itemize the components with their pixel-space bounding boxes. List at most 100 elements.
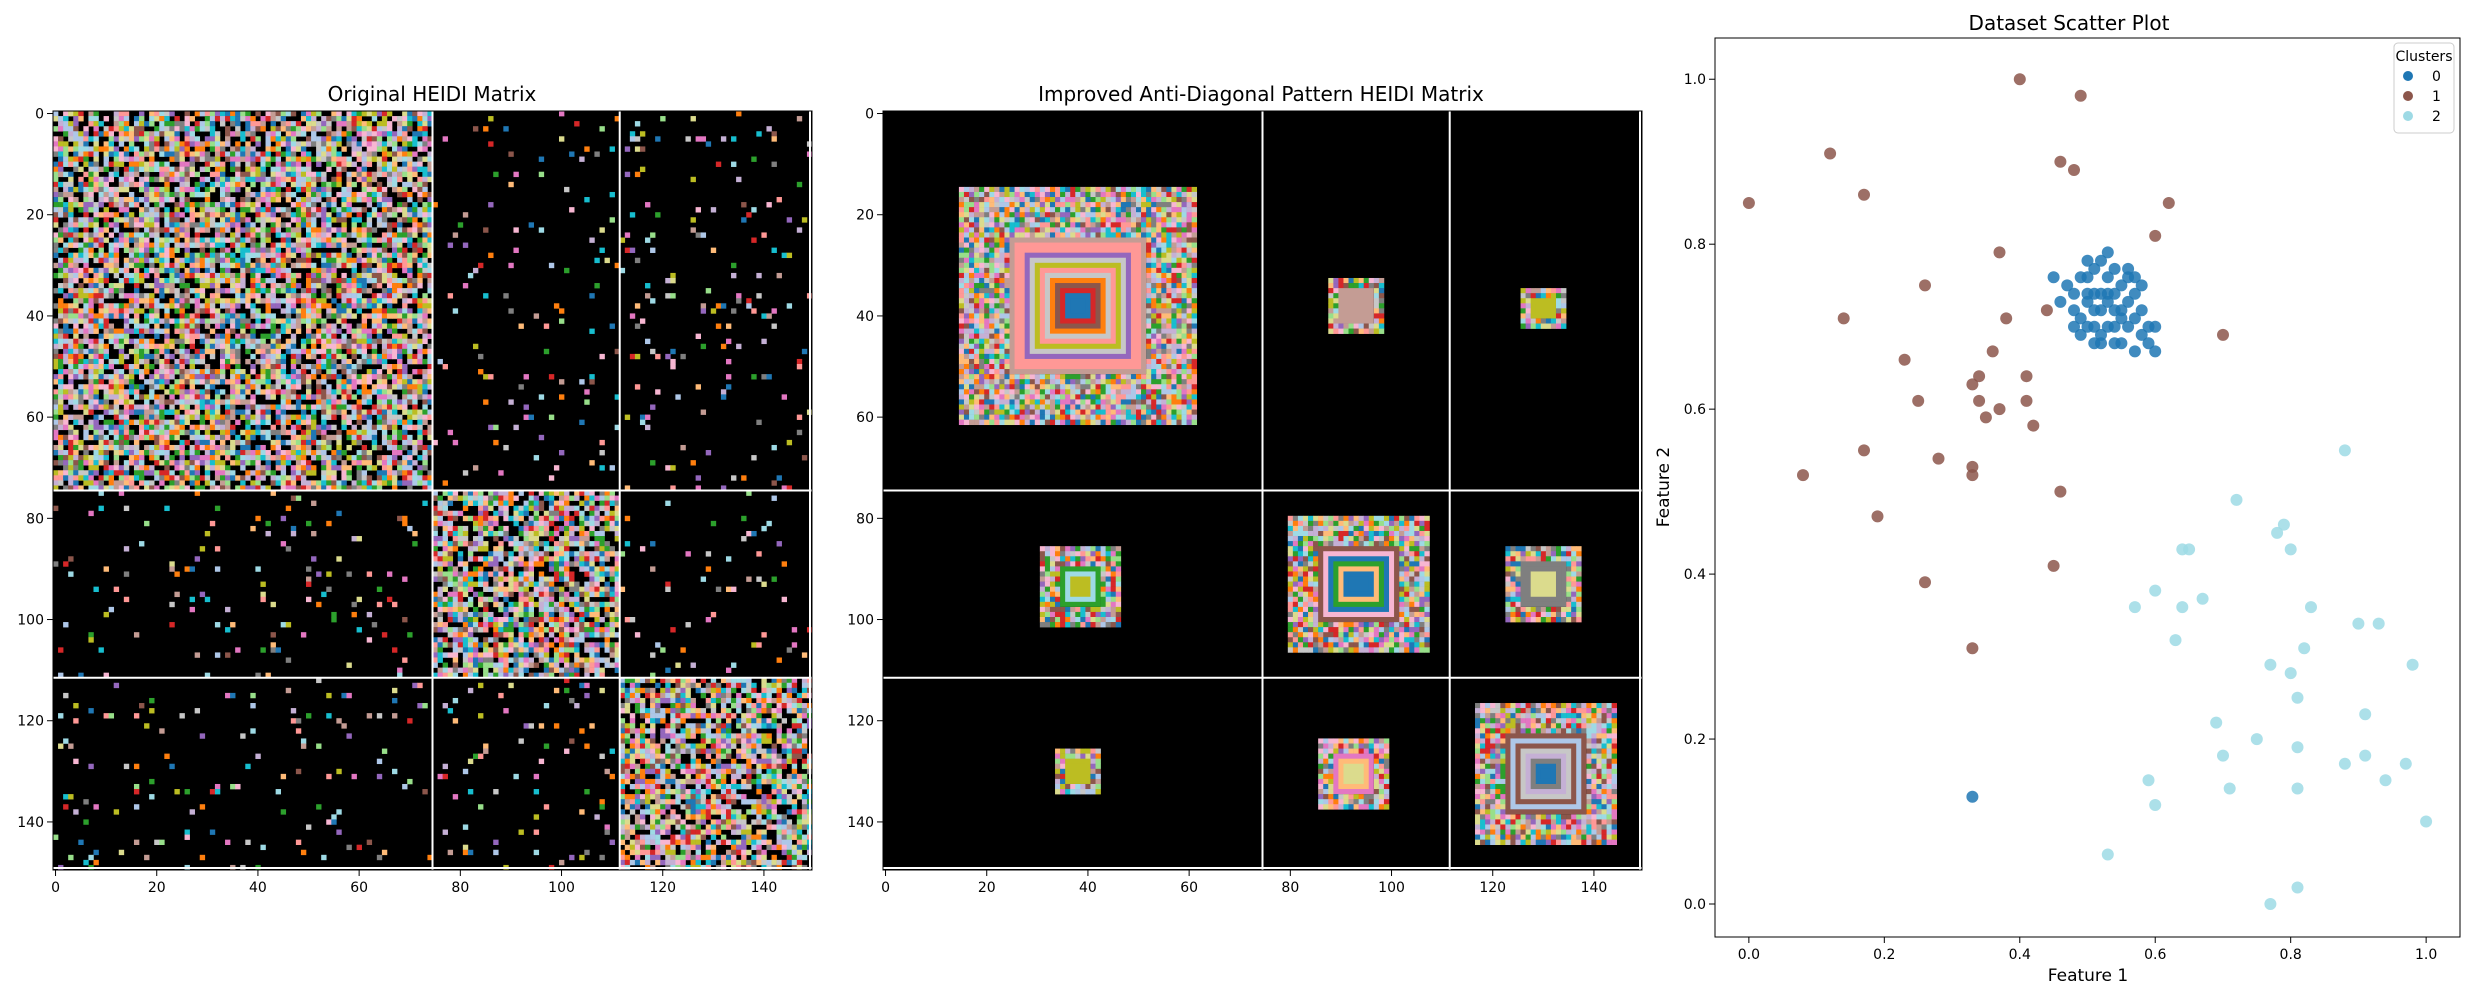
heatmap-cell (285, 257, 292, 264)
heatmap-cell (366, 409, 373, 415)
heatmap-cell (260, 374, 266, 380)
heatmap-cell (346, 202, 352, 208)
heatmap-cell (225, 419, 231, 426)
heatmap-cell (346, 303, 352, 309)
heatmap-cell (361, 136, 368, 142)
heatmap-cell (164, 121, 170, 127)
heatmap-cell (300, 171, 307, 178)
heatmap-cell (265, 186, 271, 193)
heatmap-cell (78, 455, 84, 461)
heatmap-cell (306, 252, 312, 259)
heatmap-cell (128, 369, 135, 375)
heatmap-cell (63, 232, 69, 238)
heatmap-cell (336, 176, 342, 183)
heatmap-cell (376, 358, 383, 365)
heatmap-cell (422, 298, 428, 304)
heatmap-cell (584, 520, 590, 527)
heatmap-cell (422, 207, 428, 213)
heatmap-cell (478, 530, 484, 537)
heatmap-cell (761, 374, 767, 380)
heatmap-cell (356, 460, 362, 466)
heatmap-cell (250, 404, 256, 410)
heatmap-cell (650, 247, 656, 253)
heatmap-cell (503, 536, 509, 542)
heatmap-cell (204, 333, 211, 339)
heatmap-cell (326, 485, 332, 491)
heatmap-cell (103, 141, 109, 147)
heatmap-cell (381, 409, 388, 415)
heatmap-cell (255, 485, 261, 491)
heatmap-cell (93, 222, 99, 228)
heatmap-cell (235, 460, 241, 466)
heatmap-cell (113, 222, 120, 228)
heatmap-cell (483, 495, 489, 501)
heatmap-cell (230, 121, 236, 127)
heatmap-cell (280, 404, 287, 410)
heatmap-cell (250, 419, 256, 426)
heatmap-cell (478, 525, 484, 532)
heatmap-cell (356, 323, 362, 329)
heatmap-cell (275, 444, 281, 451)
heatmap-cell (123, 272, 130, 279)
heatmap-cell (58, 191, 64, 198)
heatmap-cell (154, 191, 160, 198)
heatmap-cell (260, 343, 266, 350)
heatmap-cell (311, 293, 317, 299)
heatmap-cell (128, 374, 135, 380)
heatmap-cell (164, 171, 170, 178)
heatmap-cell (209, 267, 216, 274)
heatmap-cell (149, 338, 155, 345)
heatmap-cell (53, 262, 59, 269)
heatmap-cell (407, 419, 413, 426)
heatmap-cell (599, 247, 605, 253)
heatmap-cell (118, 116, 125, 122)
heatmap-cell (88, 222, 94, 228)
heatmap-cell (351, 409, 357, 415)
heatmap-cell (731, 262, 737, 269)
heatmap-cell (720, 394, 727, 400)
heatmap-cell (397, 480, 403, 486)
heatmap-cell (386, 399, 393, 405)
heatmap-cell (290, 217, 297, 223)
heatmap-cell (376, 217, 383, 223)
heatmap-cell (386, 207, 393, 213)
heatmap-cell (533, 495, 540, 501)
heatmap-cell (407, 475, 413, 481)
heatmap-cell (300, 439, 307, 446)
heatmap-cell (488, 141, 494, 147)
heatmap-cell (285, 404, 292, 410)
heatmap-cell (290, 444, 297, 451)
heatmap-cell (336, 116, 342, 122)
heatmap-cell (58, 116, 64, 122)
heatmap-cell (392, 232, 398, 238)
heatmap-cell (103, 257, 109, 264)
heatmap-cell (169, 460, 175, 466)
heatmap-cell (245, 116, 251, 122)
heatmap-cell (311, 126, 317, 132)
heatmap-cell (123, 460, 130, 466)
heatmap-cell (169, 166, 175, 173)
heatmap-cell (219, 186, 226, 193)
heatmap-cell (53, 364, 59, 370)
heatmap-cell (219, 444, 226, 451)
heatmap-cell (103, 217, 109, 223)
heatmap-cell (78, 419, 84, 426)
heatmap-cell (346, 379, 352, 385)
heatmap-cell (351, 328, 357, 334)
heatmap-cell (204, 475, 211, 481)
heatmap-cell (280, 141, 287, 147)
heatmap-cell (366, 247, 373, 253)
heatmap-cell (326, 434, 332, 441)
heatmap-cell (194, 394, 201, 400)
heatmap-cell (306, 434, 312, 441)
heatmap-cell (144, 227, 150, 233)
heatmap-cell (58, 308, 64, 314)
heatmap-cell (154, 409, 160, 415)
heatmap-cell (356, 232, 362, 238)
heatmap-cell (478, 520, 484, 527)
heatmap-cell (422, 146, 428, 152)
heatmap-cell (306, 242, 312, 248)
heatmap-cell (133, 222, 140, 228)
heatmap-cell (270, 283, 276, 289)
heatmap-cell (235, 450, 241, 456)
